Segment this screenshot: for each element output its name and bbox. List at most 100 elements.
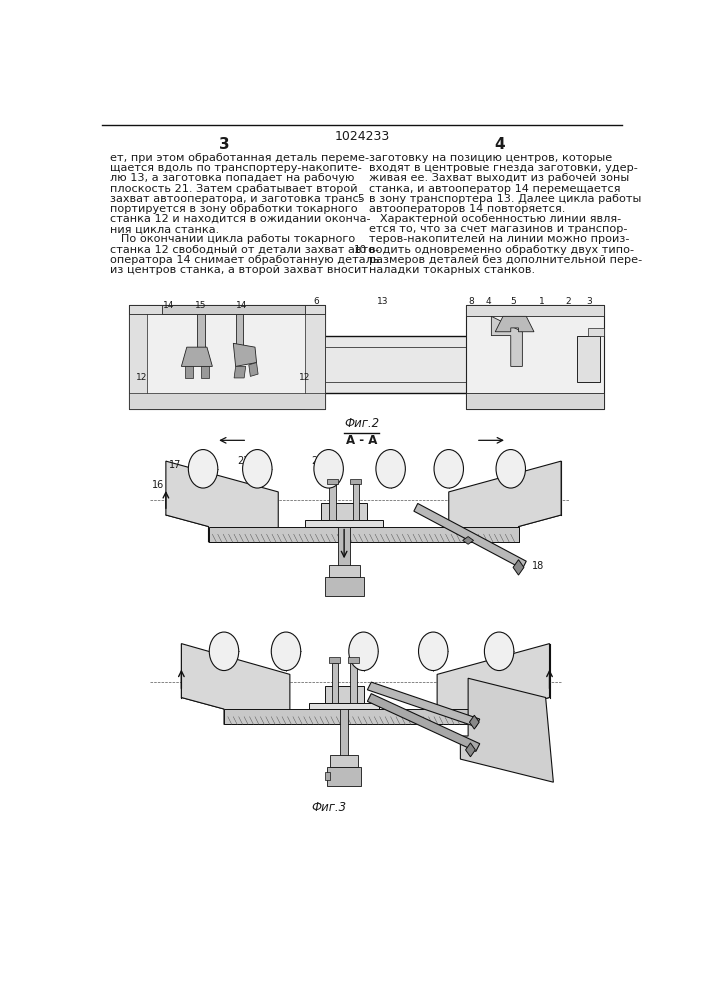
Polygon shape bbox=[353, 484, 359, 520]
Polygon shape bbox=[491, 316, 522, 366]
Polygon shape bbox=[340, 709, 348, 759]
Text: 1: 1 bbox=[539, 297, 545, 306]
Polygon shape bbox=[577, 336, 600, 382]
Ellipse shape bbox=[271, 632, 300, 671]
Polygon shape bbox=[368, 694, 480, 751]
Ellipse shape bbox=[243, 450, 272, 488]
Polygon shape bbox=[449, 461, 561, 542]
Polygon shape bbox=[309, 703, 379, 709]
Text: портируется в зону обработки токарного: портируется в зону обработки токарного bbox=[110, 204, 358, 214]
Text: 5: 5 bbox=[357, 194, 363, 204]
Text: 19: 19 bbox=[488, 719, 500, 729]
Text: станка 12 и находится в ожидании оконча-: станка 12 и находится в ожидании оконча- bbox=[110, 214, 370, 224]
Ellipse shape bbox=[434, 450, 464, 488]
Ellipse shape bbox=[376, 450, 405, 488]
Polygon shape bbox=[466, 305, 604, 409]
Polygon shape bbox=[588, 328, 604, 336]
Text: 1024233: 1024233 bbox=[334, 130, 390, 143]
Ellipse shape bbox=[209, 632, 239, 671]
Text: По окончании цикла работы токарного: По окончании цикла работы токарного bbox=[110, 234, 356, 244]
Text: наладки токарных станков.: наладки токарных станков. bbox=[369, 265, 535, 275]
Text: из центров станка, а второй захват вносит: из центров станка, а второй захват вноси… bbox=[110, 265, 368, 275]
Text: Характерной особенностью линии явля-: Характерной особенностью линии явля- bbox=[369, 214, 621, 224]
Text: 6: 6 bbox=[313, 297, 319, 306]
Ellipse shape bbox=[419, 632, 448, 671]
Text: размеров деталей без дополнительной пере-: размеров деталей без дополнительной пере… bbox=[369, 255, 642, 265]
Text: 20: 20 bbox=[335, 567, 347, 577]
Text: оператора 14 снимает обработанную деталь: оператора 14 снимает обработанную деталь bbox=[110, 255, 380, 265]
Polygon shape bbox=[249, 363, 258, 376]
Ellipse shape bbox=[484, 632, 514, 671]
Text: 3: 3 bbox=[219, 137, 230, 152]
Polygon shape bbox=[305, 305, 325, 409]
Text: ния цикла станка.: ния цикла станка. bbox=[110, 224, 219, 234]
Text: 10: 10 bbox=[354, 245, 367, 255]
Polygon shape bbox=[129, 305, 325, 314]
Text: ет, при этом обработанная деталь переме-: ет, при этом обработанная деталь переме- bbox=[110, 153, 369, 163]
Text: теров-накопителей на линии можно произ-: теров-накопителей на линии можно произ- bbox=[369, 234, 629, 244]
Text: щается вдоль по транспортеру-накопите-: щается вдоль по транспортеру-накопите- bbox=[110, 163, 362, 173]
Polygon shape bbox=[182, 347, 212, 366]
Text: 4: 4 bbox=[493, 137, 504, 152]
Polygon shape bbox=[327, 767, 361, 786]
Text: в зону транспортера 13. Далее цикла работы: в зону транспортера 13. Далее цикла рабо… bbox=[369, 194, 641, 204]
Polygon shape bbox=[348, 657, 359, 663]
Polygon shape bbox=[466, 305, 604, 316]
Polygon shape bbox=[330, 755, 358, 767]
Text: 5: 5 bbox=[510, 297, 517, 306]
Text: 22: 22 bbox=[237, 456, 250, 466]
Ellipse shape bbox=[314, 450, 344, 488]
Polygon shape bbox=[466, 393, 604, 409]
Polygon shape bbox=[414, 503, 526, 569]
Polygon shape bbox=[351, 479, 361, 484]
Polygon shape bbox=[329, 565, 360, 577]
Polygon shape bbox=[495, 316, 534, 332]
Ellipse shape bbox=[188, 450, 218, 488]
Text: захват автооператора, и заготовка транс-: захват автооператора, и заготовка транс- bbox=[110, 194, 363, 204]
Text: А - А: А - А bbox=[346, 434, 378, 447]
Polygon shape bbox=[351, 663, 356, 703]
Text: ется то, что за счет магазинов и транспор-: ется то, что за счет магазинов и транспо… bbox=[369, 224, 627, 234]
Text: водить одновременно обработку двух типо-: водить одновременно обработку двух типо- bbox=[369, 245, 634, 255]
Text: 16: 16 bbox=[152, 480, 164, 490]
Text: 3: 3 bbox=[587, 297, 592, 306]
Polygon shape bbox=[332, 663, 338, 703]
Polygon shape bbox=[338, 527, 351, 569]
Polygon shape bbox=[325, 577, 363, 596]
Text: станка 12 свободный от детали захват авто-: станка 12 свободный от детали захват авт… bbox=[110, 245, 379, 255]
Text: 18: 18 bbox=[484, 750, 496, 760]
Ellipse shape bbox=[349, 632, 378, 671]
Polygon shape bbox=[329, 657, 340, 663]
Polygon shape bbox=[209, 527, 518, 542]
Polygon shape bbox=[327, 479, 338, 484]
Polygon shape bbox=[182, 644, 290, 724]
Polygon shape bbox=[201, 366, 209, 378]
Text: 12: 12 bbox=[136, 373, 148, 382]
Polygon shape bbox=[233, 343, 257, 366]
Polygon shape bbox=[321, 503, 368, 520]
Polygon shape bbox=[162, 305, 305, 314]
Text: Фиг.2: Фиг.2 bbox=[344, 417, 380, 430]
Polygon shape bbox=[129, 305, 146, 409]
Polygon shape bbox=[235, 314, 243, 355]
Text: 2: 2 bbox=[565, 297, 571, 306]
Text: заготовку на позицию центров, которые: заготовку на позицию центров, которые bbox=[369, 153, 612, 163]
Text: 18: 18 bbox=[532, 561, 544, 571]
Text: автооператоров 14 повторяется.: автооператоров 14 повторяется. bbox=[369, 204, 566, 214]
Text: 14: 14 bbox=[235, 301, 247, 310]
Polygon shape bbox=[325, 336, 466, 393]
Polygon shape bbox=[224, 709, 507, 724]
Polygon shape bbox=[197, 314, 204, 359]
Polygon shape bbox=[437, 644, 549, 724]
Polygon shape bbox=[325, 772, 330, 780]
Polygon shape bbox=[462, 537, 474, 544]
Text: 14: 14 bbox=[163, 301, 174, 310]
Polygon shape bbox=[129, 393, 325, 409]
Polygon shape bbox=[166, 461, 279, 542]
Polygon shape bbox=[368, 682, 480, 727]
Text: 15: 15 bbox=[195, 301, 207, 310]
Polygon shape bbox=[466, 743, 475, 757]
Text: Фиг.3: Фиг.3 bbox=[311, 801, 346, 814]
Text: 13: 13 bbox=[377, 297, 389, 306]
Text: плоскость 21. Затем срабатывает второй: плоскость 21. Затем срабатывает второй bbox=[110, 184, 358, 194]
